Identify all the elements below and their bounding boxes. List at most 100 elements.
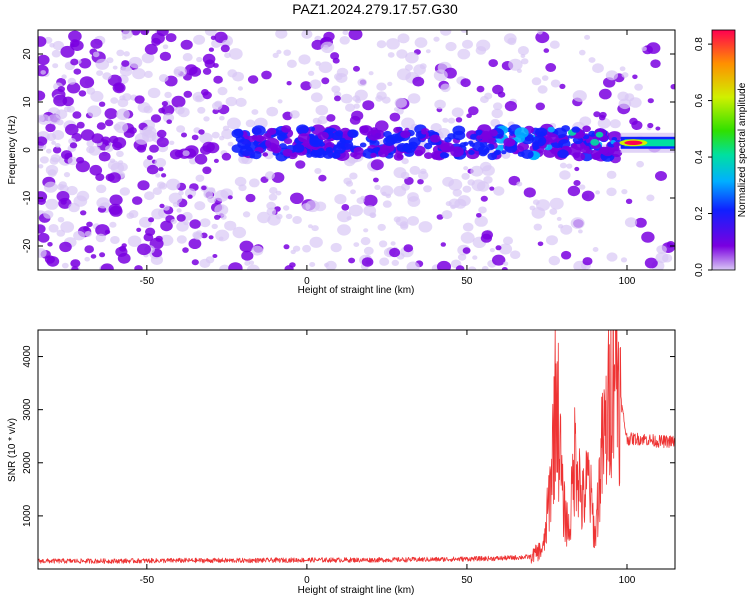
- signal-blob: [611, 148, 623, 158]
- noise-blob: [430, 123, 442, 133]
- colorbar-ticks: 0.0 0.2 0.4 0.6 0.8: [694, 37, 712, 277]
- noise-blob: [393, 216, 401, 223]
- noise-blob: [346, 216, 352, 221]
- noise-blob: [157, 181, 166, 189]
- noise-blob: [641, 231, 655, 243]
- snr-frame: [37, 329, 676, 570]
- noise-blob: [504, 101, 517, 112]
- signal-blob: [450, 146, 464, 157]
- y-tick-label: 1000: [22, 504, 33, 527]
- noise-blob: [489, 186, 495, 191]
- noise-blob: [460, 30, 468, 33]
- noise-blob: [59, 241, 72, 253]
- page-title: PAZ1.2024.279.17.57.G30: [292, 1, 458, 17]
- noise-blob: [609, 119, 621, 129]
- noise-blob: [326, 114, 336, 122]
- noise-blob: [69, 142, 78, 149]
- snr-plot-area: [38, 330, 675, 564]
- noise-blob: [161, 101, 168, 107]
- signal-blob: [367, 130, 381, 141]
- noise-blob: [182, 247, 189, 253]
- noise-blob: [363, 205, 377, 217]
- noise-blob: [537, 30, 543, 35]
- noise-blob: [61, 150, 73, 160]
- noise-blob: [215, 189, 229, 202]
- noise-blob: [147, 87, 161, 99]
- noise-blob: [289, 110, 300, 119]
- noise-blob: [210, 35, 216, 40]
- noise-blob: [38, 36, 47, 47]
- noise-blob: [399, 221, 409, 229]
- noise-blob: [268, 193, 278, 201]
- noise-blob: [334, 194, 347, 205]
- noise-blob: [202, 166, 212, 175]
- noise-blob: [393, 185, 407, 197]
- noise-blob: [199, 258, 211, 268]
- noise-blob: [436, 214, 444, 220]
- noise-blob: [330, 242, 342, 253]
- signal-blob: [251, 125, 266, 136]
- noise-blob: [337, 224, 351, 236]
- noise-blob: [67, 156, 78, 166]
- noise-blob: [461, 172, 470, 180]
- noise-blob: [647, 122, 654, 129]
- noise-blob: [44, 181, 58, 193]
- noise-blob: [433, 36, 440, 42]
- noise-blob: [655, 171, 667, 181]
- noise-blob: [251, 109, 259, 115]
- noise-blob: [208, 235, 214, 240]
- noise-blob: [266, 201, 276, 210]
- noise-blob: [219, 115, 225, 121]
- noise-blob: [269, 187, 278, 194]
- noise-blob: [447, 117, 456, 124]
- noise-blob: [38, 136, 48, 146]
- y-tick-label: 10: [22, 96, 33, 108]
- noise-blob: [475, 46, 487, 55]
- tail-core: [624, 139, 675, 147]
- noise-blob: [72, 111, 82, 119]
- noise-blob: [165, 33, 177, 43]
- noise-blob: [151, 208, 165, 220]
- noise-blob: [158, 166, 164, 172]
- signal-blob: [370, 152, 377, 158]
- noise-blob: [441, 210, 453, 220]
- noise-blob: [56, 119, 64, 126]
- noise-blob: [656, 245, 667, 254]
- noise-blob: [535, 102, 545, 111]
- noise-blob: [182, 150, 190, 157]
- noise-blob: [440, 30, 452, 36]
- noise-blob: [480, 95, 489, 104]
- noise-blob: [413, 64, 426, 75]
- noise-blob: [234, 176, 247, 187]
- noise-blob: [232, 226, 247, 239]
- spectrogram-y-ticks: -20 -10 0 10 20: [22, 48, 675, 253]
- noise-blob: [79, 76, 95, 89]
- noise-blob: [457, 48, 471, 60]
- snr-y-ticks: 1000 2000 3000 4000: [22, 345, 675, 527]
- noise-blob: [241, 250, 254, 261]
- noise-blob: [109, 221, 117, 228]
- noise-blob: [226, 117, 241, 130]
- signal-blob: [571, 143, 578, 149]
- noise-blob: [163, 205, 170, 211]
- noise-blob: [176, 214, 186, 222]
- noise-blob: [46, 148, 52, 154]
- noise-blob: [86, 221, 93, 227]
- noise-blob: [98, 101, 106, 107]
- noise-blob: [323, 31, 335, 42]
- colorbar-label: Normalized spectral amplitude: [737, 82, 748, 217]
- noise-blob: [368, 71, 374, 76]
- noise-blob: [134, 95, 145, 104]
- noise-blob: [65, 123, 79, 136]
- noise-blob: [549, 208, 558, 215]
- colorbar: [711, 29, 736, 271]
- noise-blob: [171, 95, 186, 108]
- noise-blob: [655, 126, 661, 131]
- noise-blob: [52, 146, 62, 154]
- noise-blob: [244, 260, 251, 266]
- noise-blob: [60, 45, 75, 58]
- signal-blob: [262, 152, 269, 157]
- noise-blob: [381, 191, 387, 196]
- noise-blob: [396, 49, 408, 59]
- noise-blob: [324, 262, 329, 268]
